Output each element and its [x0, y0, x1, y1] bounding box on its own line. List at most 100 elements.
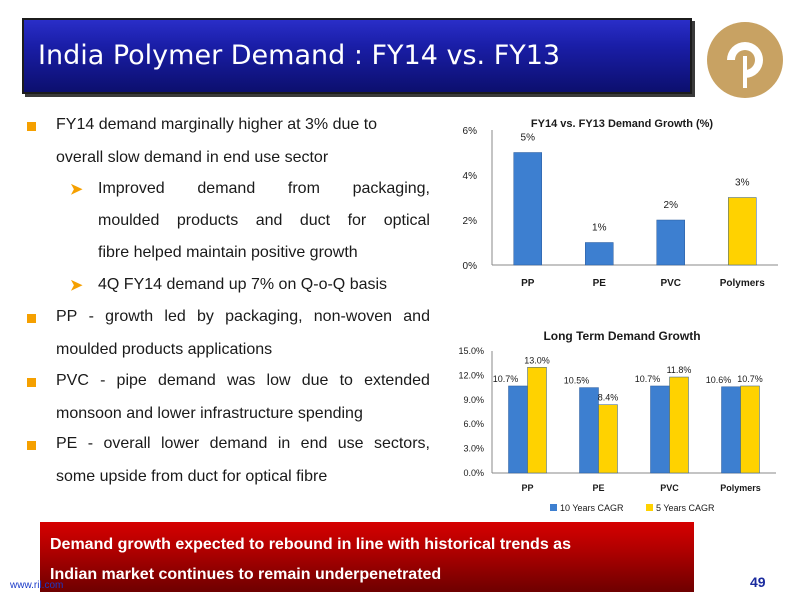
chart-long-term-growth-svg: Long Term Demand Growth 0.0% 3.0% 6.0% 9.0% 1…: [458, 329, 776, 513]
bar-pvc: [656, 219, 685, 266]
word: to: [339, 372, 353, 389]
x-tick-label: PP: [521, 278, 535, 289]
chart-fy14-growth-svg: FY14 vs. FY13 Demand Growth (%) 0% 2% 4% 6% 5…: [463, 118, 778, 289]
data-label: 5%: [521, 133, 536, 144]
word: -: [88, 308, 94, 325]
bullet-2-line-2: moulded products applications: [56, 341, 273, 358]
word: by: [197, 308, 214, 325]
y-tick-label: 2%: [463, 216, 478, 227]
y-tick-label: 15.0%: [458, 346, 484, 356]
word: -: [87, 435, 94, 452]
data-label: 3%: [735, 178, 750, 189]
word: end: [300, 435, 328, 452]
x-tick-label: Polymers: [720, 278, 765, 289]
sub-bullet-1-line-1: Improved demand from packaging,: [98, 180, 430, 198]
word: and: [403, 308, 430, 325]
word: PVC: [56, 372, 89, 389]
word: products: [176, 212, 239, 229]
bullet-1-line-1: FY14 demand marginally higher at 3% due …: [56, 116, 430, 134]
arrow-bullet-icon: ➤: [70, 181, 83, 198]
y-tick-label: 9.0%: [463, 395, 484, 405]
word: for: [347, 212, 367, 229]
word: packaging,: [225, 308, 303, 325]
legend-label: 5 Years CAGR: [656, 503, 715, 513]
data-label: 10.5%: [564, 376, 590, 386]
bullet-1-text: FY14 demand marginally higher at 3% due …: [56, 116, 378, 133]
bullet-3-line-1: PVC - pipe demand was low due to extended: [56, 372, 430, 390]
word: overall: [103, 435, 151, 452]
x-tick-label: PVC: [660, 483, 679, 493]
data-label: 13.0%: [524, 355, 550, 365]
bar-polymers: [728, 197, 757, 266]
chart-title: Long Term Demand Growth: [543, 329, 700, 343]
word: demand: [197, 180, 256, 197]
bullet-4-line-2: some upside from duct for optical fibre: [56, 468, 328, 485]
bar-pvc-series-1: [650, 385, 670, 474]
word: lower: [160, 435, 200, 452]
word: Improved: [98, 180, 165, 197]
bar-pe-series-1: [579, 387, 599, 474]
word: use: [337, 435, 364, 452]
sub-bullet-2-line-1: 4Q FY14 demand up 7% on Q-o-Q basis: [98, 276, 388, 293]
bullet-marker-icon: [27, 314, 36, 323]
word: sectors,: [373, 435, 430, 452]
slide-title: India Polymer Demand : FY14 vs. FY13: [38, 40, 561, 71]
bullet-1-line-2: overall slow demand in end use sector: [56, 149, 329, 166]
word: pipe: [116, 372, 147, 389]
y-tick-label: 12.0%: [458, 370, 484, 380]
x-tick-label: Polymers: [720, 483, 761, 493]
data-label: 1%: [592, 223, 607, 234]
word: optical: [383, 212, 430, 229]
word: due: [301, 372, 329, 389]
data-label: 10.7%: [493, 374, 519, 384]
word: demand: [209, 435, 268, 452]
x-tick-label: PE: [593, 278, 607, 289]
word: packaging,: [352, 180, 430, 197]
bar-pe-series-2: [598, 404, 618, 474]
arrow-bullet-icon: ➤: [70, 277, 83, 294]
x-tick-label: PP: [521, 483, 533, 493]
bar-pe: [585, 242, 614, 266]
bar-pp-series-2: [527, 367, 547, 474]
chart-title: FY14 vs. FY13 Demand Growth (%): [531, 118, 713, 130]
word: demand: [157, 372, 216, 389]
banner-line-2: Indian market continues to remain underp…: [50, 566, 442, 583]
bar-pp-series-1: [508, 385, 528, 474]
y-tick-label: 4%: [463, 171, 478, 182]
x-tick-label: PE: [592, 483, 604, 493]
bullet-marker-icon: [27, 378, 36, 387]
conclusion-banner: Demand growth expected to rebound in lin…: [40, 522, 694, 592]
y-tick-label: 6%: [463, 126, 478, 137]
chart-long-term-growth: Long Term Demand Growth 0.0% 3.0% 6.0% 9.0% 1…: [440, 322, 788, 525]
website-link[interactable]: www.ril.com: [10, 580, 64, 591]
word: extended: [364, 372, 430, 389]
x-tick-label: PVC: [660, 278, 681, 289]
data-label: 8.4%: [598, 393, 619, 403]
y-tick-label: 0%: [463, 261, 478, 272]
y-tick-label: 6.0%: [463, 419, 484, 429]
y-tick-label: 3.0%: [463, 444, 484, 454]
y-tick-label: 0.0%: [463, 468, 484, 478]
data-label: 11.8%: [667, 365, 692, 375]
bar-pvc-series-2: [669, 376, 689, 474]
title-bar: India Polymer Demand : FY14 vs. FY13: [22, 18, 692, 94]
legend-label: 10 Years CAGR: [560, 503, 624, 513]
data-label: 10.6%: [706, 375, 732, 385]
word: duct: [299, 212, 331, 229]
word: PP: [56, 308, 78, 325]
word: led: [164, 308, 186, 325]
word: in: [277, 435, 291, 452]
data-label: 2%: [664, 200, 679, 211]
legend-swatch: [550, 504, 557, 511]
data-label: 10.7%: [737, 374, 763, 384]
bar-pp: [513, 152, 542, 266]
bullet-marker-icon: [27, 441, 36, 450]
bar-polymers-series-2: [740, 385, 760, 474]
page-number: 49: [750, 574, 766, 590]
word: moulded: [98, 212, 160, 229]
word: PE: [56, 435, 78, 452]
word: -: [100, 372, 106, 389]
bar-polymers-series-1: [721, 386, 741, 474]
word: non-woven: [313, 308, 393, 325]
word: growth: [105, 308, 154, 325]
